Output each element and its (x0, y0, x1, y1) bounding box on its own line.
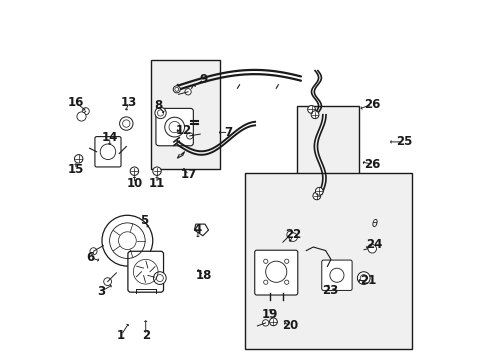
FancyBboxPatch shape (321, 260, 351, 291)
Text: 14: 14 (102, 131, 118, 144)
Circle shape (77, 112, 86, 121)
Circle shape (153, 272, 166, 284)
Text: 6: 6 (86, 251, 94, 264)
Text: 11: 11 (148, 177, 165, 190)
Text: 10: 10 (126, 177, 142, 190)
Text: 3: 3 (97, 285, 105, 298)
Circle shape (130, 167, 139, 175)
Circle shape (173, 86, 180, 93)
Circle shape (307, 105, 315, 113)
Circle shape (82, 108, 89, 115)
Circle shape (357, 272, 369, 284)
Circle shape (315, 188, 323, 195)
Text: 15: 15 (67, 163, 84, 176)
Text: 9: 9 (200, 73, 207, 86)
Circle shape (262, 320, 268, 326)
Text: 22: 22 (285, 228, 301, 241)
Circle shape (269, 318, 277, 326)
Text: 21: 21 (359, 274, 375, 287)
Text: 17: 17 (181, 168, 197, 181)
FancyBboxPatch shape (254, 250, 297, 295)
Text: 4: 4 (193, 223, 202, 236)
Text: θ: θ (371, 219, 377, 229)
Circle shape (103, 278, 111, 285)
Circle shape (120, 117, 133, 130)
Text: 24: 24 (366, 238, 382, 251)
Text: 25: 25 (395, 135, 411, 148)
Text: 16: 16 (67, 96, 84, 109)
Text: 20: 20 (282, 319, 298, 332)
Text: 13: 13 (121, 96, 137, 109)
Circle shape (155, 107, 166, 118)
Circle shape (367, 244, 376, 253)
Bar (244, 173, 411, 349)
Circle shape (312, 192, 320, 200)
Circle shape (90, 248, 97, 255)
Text: 7: 7 (224, 126, 232, 139)
Text: 5: 5 (140, 214, 148, 227)
Circle shape (288, 233, 297, 242)
Text: 1: 1 (117, 329, 125, 342)
Polygon shape (194, 224, 208, 236)
Circle shape (310, 111, 318, 118)
FancyBboxPatch shape (95, 136, 121, 167)
Text: 26: 26 (363, 158, 380, 171)
FancyBboxPatch shape (128, 251, 163, 292)
Circle shape (102, 215, 152, 266)
Circle shape (184, 89, 191, 95)
FancyBboxPatch shape (156, 108, 193, 146)
Bar (297, 106, 358, 201)
Bar (151, 60, 219, 170)
Text: 23: 23 (321, 284, 337, 297)
Text: 26: 26 (363, 98, 380, 111)
Text: 8: 8 (154, 99, 162, 112)
Text: 19: 19 (262, 308, 278, 321)
Text: 2: 2 (142, 329, 149, 342)
Circle shape (367, 244, 374, 251)
Circle shape (286, 231, 293, 238)
Text: 12: 12 (175, 124, 192, 137)
Circle shape (152, 167, 161, 175)
Circle shape (74, 154, 83, 163)
Circle shape (186, 133, 193, 139)
Text: 18: 18 (195, 269, 212, 282)
